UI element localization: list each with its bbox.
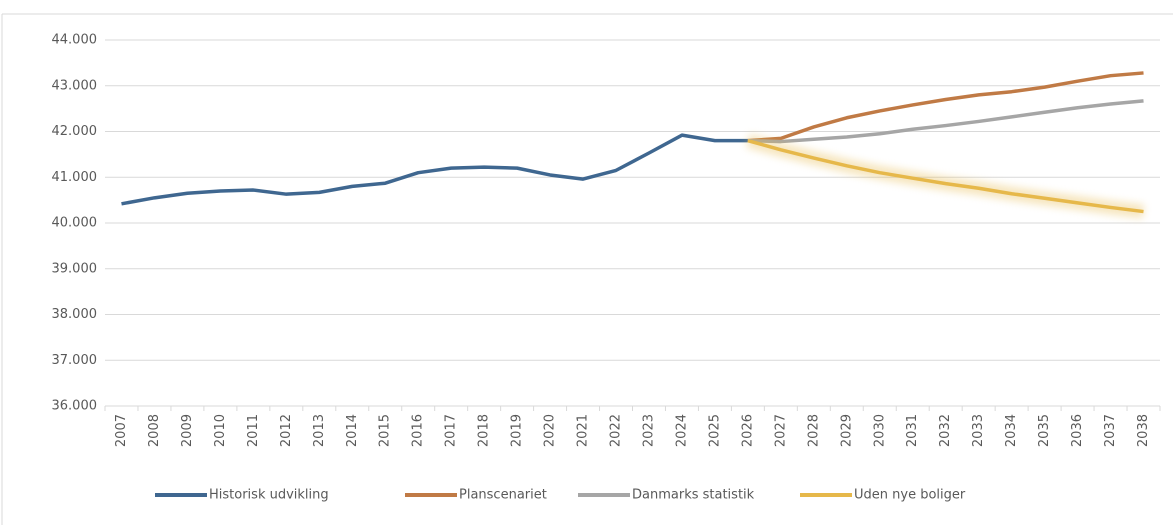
x-tick-label: 2032 bbox=[938, 414, 953, 447]
x-tick-label: 2014 bbox=[345, 414, 360, 447]
x-tick-label: 2035 bbox=[1037, 414, 1052, 447]
x-tick-label: 2037 bbox=[1103, 414, 1118, 447]
y-tick-label: 40.000 bbox=[52, 216, 98, 231]
x-tick-label: 2017 bbox=[444, 414, 459, 447]
x-tick-label: 2027 bbox=[773, 414, 788, 447]
legend-label: Planscenariet bbox=[459, 488, 547, 503]
x-tick-label: 2026 bbox=[740, 414, 755, 447]
x-tick-label: 2033 bbox=[971, 414, 986, 447]
y-tick-label: 44.000 bbox=[52, 33, 98, 48]
line-glow bbox=[746, 133, 1145, 219]
x-tick-label: 2024 bbox=[674, 414, 689, 447]
x-tick-label: 2025 bbox=[707, 414, 722, 447]
x-tick-label: 2031 bbox=[905, 414, 920, 447]
y-tick-label: 41.000 bbox=[52, 170, 98, 185]
y-tick-label: 39.000 bbox=[52, 261, 98, 276]
x-tick-label: 2008 bbox=[147, 414, 162, 447]
x-tick-label: 2021 bbox=[576, 414, 591, 447]
x-tick-label: 2011 bbox=[246, 414, 261, 447]
x-tick-label: 2019 bbox=[510, 414, 525, 447]
series-line bbox=[121, 133, 748, 206]
x-tick-label: 2030 bbox=[872, 414, 887, 447]
x-tick-label: 2012 bbox=[279, 414, 294, 447]
x-tick-label: 2029 bbox=[839, 414, 854, 447]
x-tick-label: 2028 bbox=[806, 414, 821, 447]
series-line bbox=[747, 71, 1144, 143]
x-tick-label: 2016 bbox=[411, 414, 426, 447]
legend-label: Danmarks statistik bbox=[632, 488, 755, 503]
x-tick-label: 2023 bbox=[641, 414, 656, 447]
x-tick-label: 2036 bbox=[1070, 414, 1085, 447]
x-tick-label: 2020 bbox=[543, 414, 558, 447]
x-tick-label: 2007 bbox=[114, 414, 129, 447]
y-tick-label: 36.000 bbox=[52, 399, 98, 414]
y-tick-label: 37.000 bbox=[52, 353, 98, 368]
series-line bbox=[747, 99, 1144, 144]
x-tick-label: 2018 bbox=[477, 414, 492, 447]
legend-label: Historisk udvikling bbox=[209, 488, 329, 503]
x-tick-label: 2009 bbox=[180, 414, 195, 447]
y-tick-label: 43.000 bbox=[52, 78, 98, 93]
y-tick-label: 38.000 bbox=[52, 307, 98, 322]
x-tick-label: 2010 bbox=[213, 414, 228, 447]
x-tick-label: 2022 bbox=[609, 414, 624, 447]
x-tick-label: 2034 bbox=[1004, 414, 1019, 447]
x-tick-label: 2015 bbox=[378, 414, 393, 447]
y-tick-label: 42.000 bbox=[52, 124, 98, 139]
x-tick-label: 2013 bbox=[312, 414, 327, 447]
series-line bbox=[747, 138, 1144, 214]
legend-label: Uden nye boliger bbox=[854, 488, 966, 503]
x-tick-label: 2038 bbox=[1136, 414, 1151, 447]
